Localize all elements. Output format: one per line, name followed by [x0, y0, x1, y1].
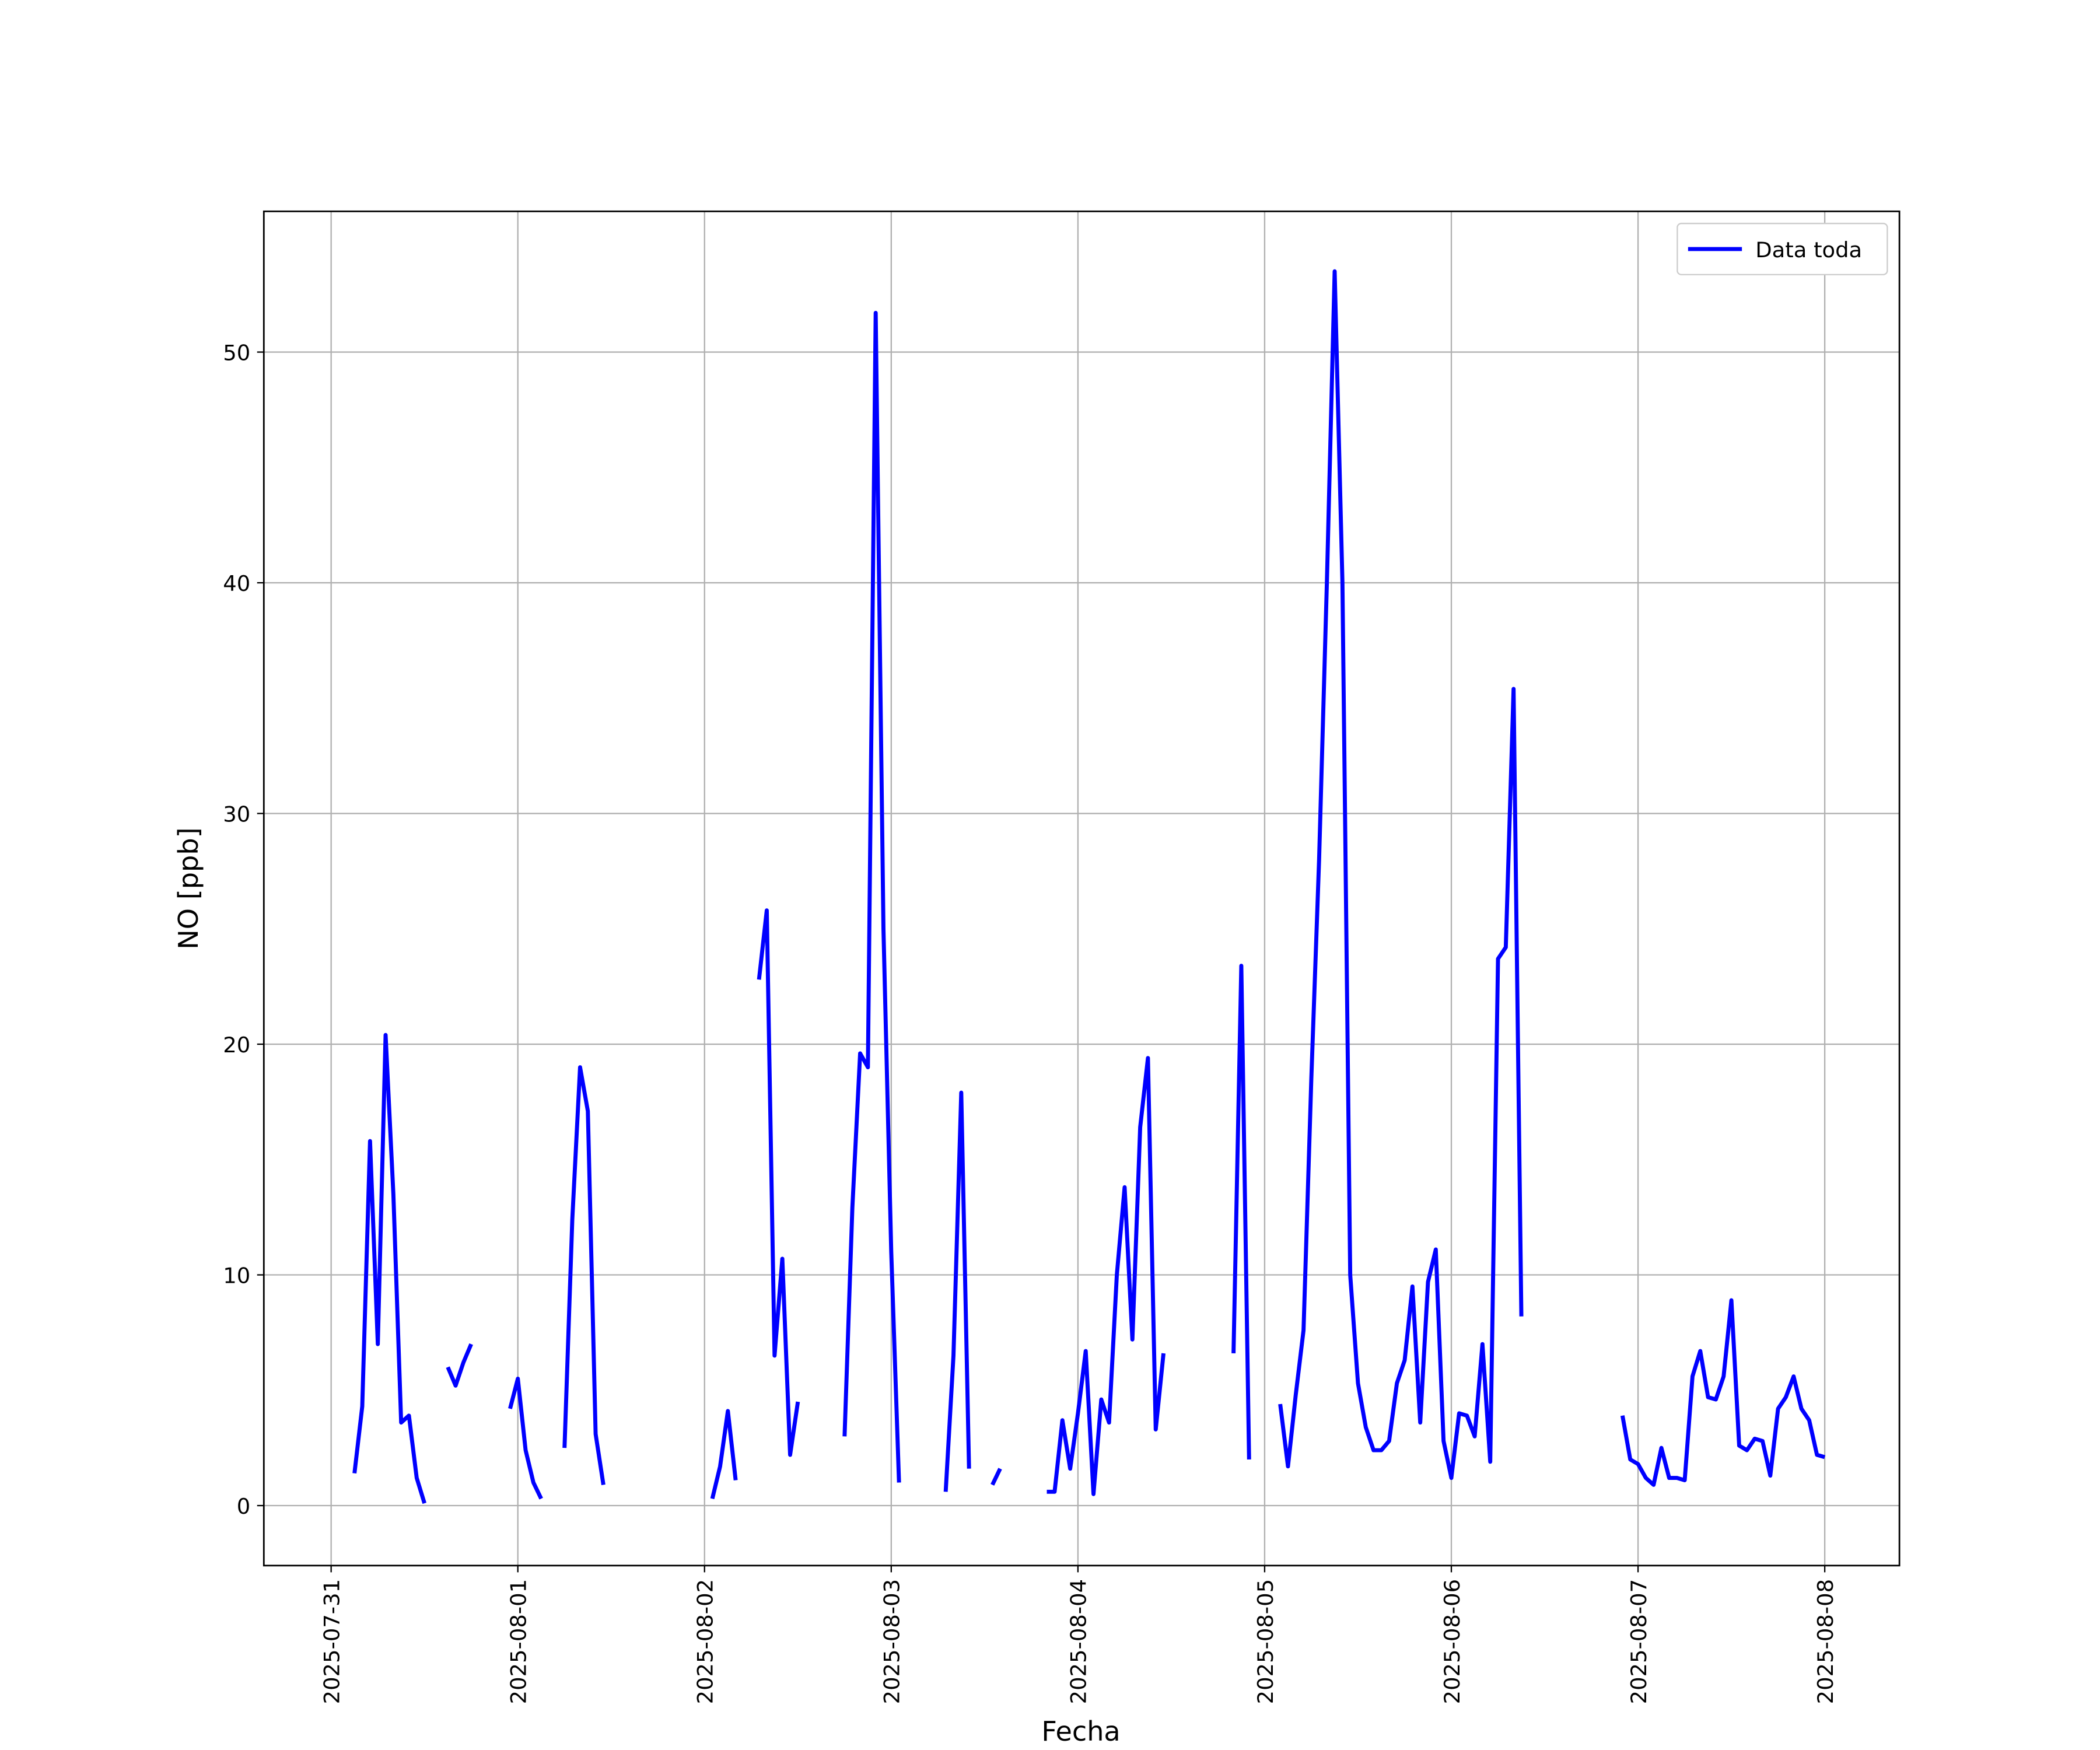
y-tick-label: 10	[223, 1263, 250, 1288]
x-tick-label: 2025-08-04	[1066, 1579, 1091, 1704]
legend: Data toda	[1676, 222, 1888, 275]
x-tick-label: 2025-08-05	[1253, 1579, 1278, 1704]
y-tick-label: 0	[237, 1494, 250, 1519]
y-axis-label: NO [ppb]	[173, 827, 204, 949]
y-tick-label: 40	[223, 571, 250, 596]
legend-label: Data toda	[1755, 237, 1862, 262]
x-tick-label: 2025-08-02	[693, 1579, 718, 1704]
x-tick-label: 2025-08-08	[1813, 1579, 1838, 1704]
legend-box	[1676, 222, 1888, 275]
y-tick-label: 20	[223, 1032, 250, 1058]
y-tick-label: 30	[223, 802, 250, 827]
y-tick-label: 50	[223, 340, 250, 365]
x-tick-label: 2025-08-03	[880, 1579, 905, 1704]
x-tick-label: 2025-08-01	[506, 1579, 531, 1704]
x-tick-label: 2025-07-31	[320, 1579, 345, 1704]
x-tick-label: 2025-08-07	[1626, 1579, 1651, 1704]
data-line	[352, 269, 1826, 1504]
plot-frame	[262, 210, 1901, 1567]
x-tick-label: 2025-08-06	[1440, 1579, 1465, 1704]
x-axis-label: Fecha	[1041, 1716, 1120, 1747]
